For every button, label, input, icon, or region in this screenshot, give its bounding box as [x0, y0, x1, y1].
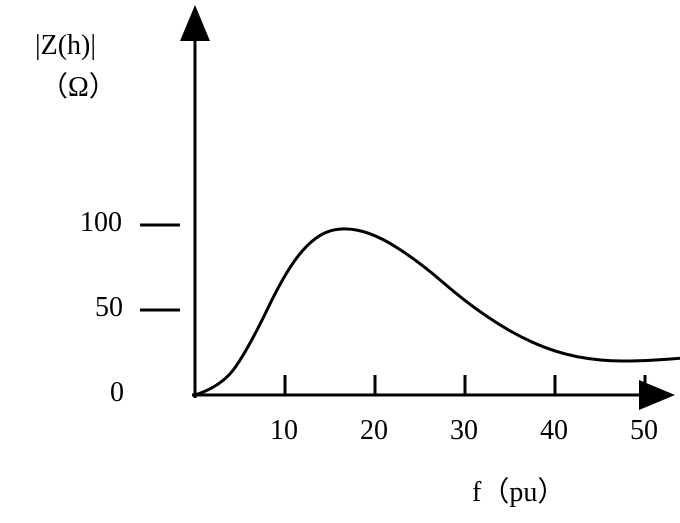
x-tick-label-10: 10 [270, 415, 298, 447]
x-tick-label-50: 50 [630, 415, 658, 447]
y-tick-label-50: 50 [95, 292, 123, 324]
x-tick-label-20: 20 [360, 415, 388, 447]
axes [192, 35, 645, 398]
x-axis-title: f（pu） [472, 470, 565, 510]
ticks [140, 225, 645, 395]
x-tick-label-30: 30 [450, 415, 478, 447]
impedance-curve [195, 229, 680, 395]
x-tick-label-40: 40 [540, 415, 568, 447]
y-axis-title-2: （Ω） [40, 65, 117, 105]
y-tick-label-0: 0 [110, 377, 124, 409]
y-axis-title-1: |Z(h)| [35, 30, 96, 62]
y-tick-label-100: 100 [80, 207, 122, 239]
impedance-chart: |Z(h)|（Ω） f（pu） 0 50 100 10 20 30 40 50 [0, 0, 680, 523]
